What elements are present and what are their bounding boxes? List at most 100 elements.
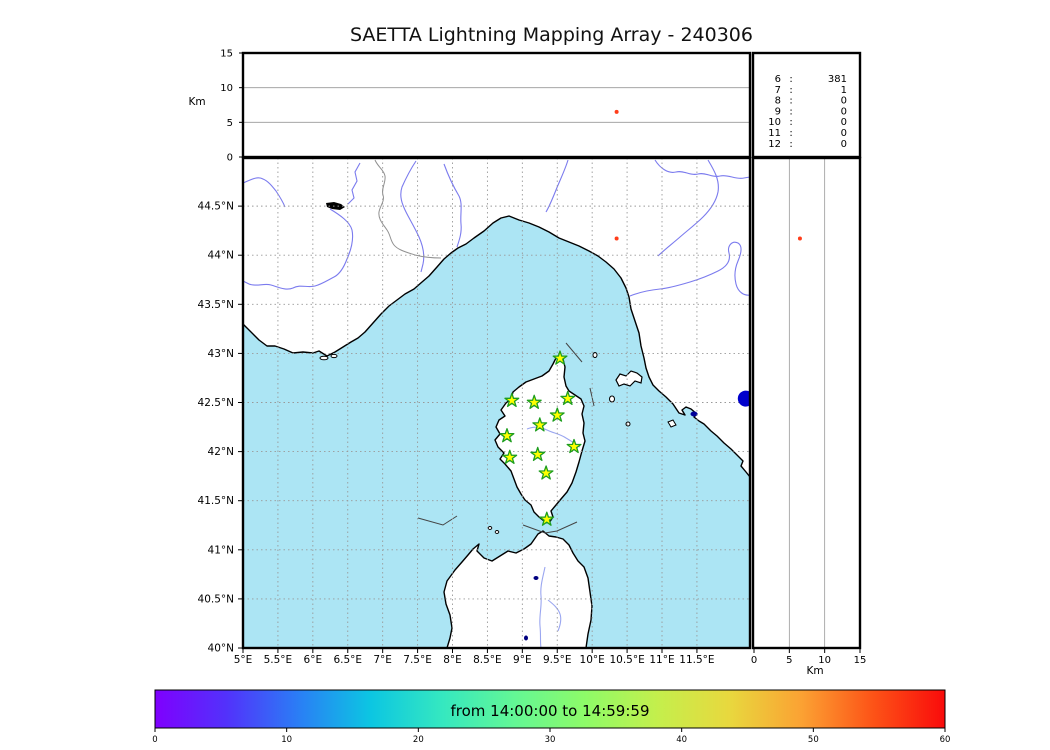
lon-tick-label: 9°E — [513, 654, 532, 666]
lat-tick-label: 42.5°N — [198, 397, 234, 409]
country-border — [374, 159, 442, 259]
lat-tick-label: 40°N — [208, 643, 234, 655]
map-panel — [243, 158, 750, 648]
colorbar-tick-label: 40 — [676, 735, 687, 745]
lon-tick-label: 8°E — [443, 654, 462, 666]
lat-tick-label: 43.5°N — [198, 299, 234, 311]
station-star — [532, 417, 548, 432]
legend-count: 0 — [841, 117, 847, 128]
lon-tick-label: 5°E — [234, 654, 253, 666]
station-star — [538, 465, 554, 480]
island-capraia — [609, 395, 615, 403]
lat-tick-label: 41.5°N — [198, 495, 234, 507]
lon-tick-label: 5.5°E — [264, 654, 293, 666]
colorbar-tick-label: 30 — [545, 735, 556, 745]
legend-station: 9 — [775, 106, 781, 117]
rivers — [243, 159, 750, 648]
alt-tick-label: 10 — [220, 83, 233, 94]
alt-tick-label: 15 — [220, 49, 233, 60]
island-maddalena-2 — [494, 530, 500, 534]
lat-tick-label: 43°N — [208, 348, 234, 360]
lake-sardinia-1 — [533, 576, 539, 580]
alt-axis-label: Km — [188, 96, 205, 108]
lightning-point-right — [797, 236, 802, 241]
lake-serre-poncon — [326, 202, 345, 210]
lat-tick-label: 41°N — [208, 544, 234, 556]
lon-tick-label: 7.5°E — [403, 654, 432, 666]
island-elba — [615, 370, 643, 387]
legend-colon: : — [789, 139, 792, 150]
station-star — [499, 428, 515, 443]
lon-tick-label: 10°E — [580, 654, 605, 666]
colorbar-tick-label: 20 — [413, 735, 424, 745]
lon-tick-label: 11.5°E — [679, 654, 714, 666]
legend-colon: : — [789, 128, 792, 139]
lat-tick-label: 44°N — [208, 250, 234, 262]
legend-count: 381 — [828, 74, 847, 85]
top-panel-frame — [241, 51, 752, 159]
legend-station: 6 — [775, 74, 781, 85]
legend-colon: : — [789, 117, 792, 128]
right-km-axis-label: Km — [806, 665, 823, 677]
lat-tick-label: 40.5°N — [198, 593, 234, 605]
legend-colon: : — [789, 85, 792, 96]
lon-tick-label: 7°E — [373, 654, 392, 666]
lon-tick-label: 6.5°E — [333, 654, 362, 666]
station-star — [566, 438, 582, 454]
right-km-tick-label: 10 — [818, 655, 831, 666]
station-star — [502, 449, 518, 464]
legend-station: 7 — [775, 85, 781, 96]
lightning-point-map — [737, 390, 750, 407]
legend-count: 0 — [841, 106, 847, 117]
lon-tick-label: 11°E — [649, 654, 674, 666]
lon-tick-label: 10.5°E — [609, 654, 644, 666]
figure-title: SAETTA Lightning Mapping Array - 240306 — [350, 24, 753, 46]
coastline-sardinia — [443, 530, 593, 648]
lightning-point-top — [614, 109, 619, 114]
colorbar-tick-label: 50 — [808, 735, 819, 745]
island-giglio — [667, 419, 677, 428]
island-maddalena-1 — [487, 526, 493, 530]
lake-sardinia-2 — [524, 635, 528, 641]
legend-count: 0 — [841, 139, 847, 150]
lon-tick-label: 6°E — [304, 654, 323, 666]
legend-station: 11 — [768, 128, 781, 139]
station-star — [526, 394, 542, 409]
legend-count: 0 — [841, 128, 847, 139]
legend-count: 1 — [841, 85, 847, 96]
lon-tick-label: 8.5°E — [473, 654, 502, 666]
island-hyeres-1 — [319, 355, 329, 361]
colorbar-tick-label: 0 — [152, 735, 157, 745]
station-star — [552, 350, 568, 365]
legend-station: 10 — [768, 117, 781, 128]
right-km-tick-label: 5 — [786, 655, 792, 666]
legend-colon: : — [789, 74, 792, 85]
lat-tick-label: 44.5°N — [198, 201, 234, 213]
alt-tick-label: 0 — [227, 153, 233, 164]
colorbar-tick-label: 60 — [940, 735, 951, 745]
island-montecristo — [625, 421, 631, 427]
station-star — [549, 407, 565, 422]
station-star — [504, 392, 520, 408]
offshore-lines — [417, 342, 595, 534]
colorbar-tick-label: 10 — [281, 735, 292, 745]
alt-tick-label: 5 — [227, 118, 233, 129]
right-km-tick-label: 0 — [751, 655, 757, 666]
legend-colon: : — [789, 106, 792, 117]
lon-tick-label: 9.5°E — [543, 654, 572, 666]
colorbar-label: from 14:00:00 to 14:59:59 — [450, 702, 649, 720]
legend-colon: : — [789, 96, 792, 107]
right-panel-frame — [751, 156, 862, 650]
lagoon-orbetello — [690, 411, 698, 417]
legend-count: 0 — [841, 96, 847, 107]
station-star — [530, 446, 546, 462]
right-km-tick-label: 15 — [854, 655, 867, 666]
lat-tick-label: 42°N — [208, 446, 234, 458]
lightning-point-map — [614, 236, 619, 241]
station-star — [539, 511, 555, 526]
island-hyeres-2 — [330, 353, 338, 359]
legend-station: 8 — [775, 96, 781, 107]
station-star — [560, 390, 576, 406]
